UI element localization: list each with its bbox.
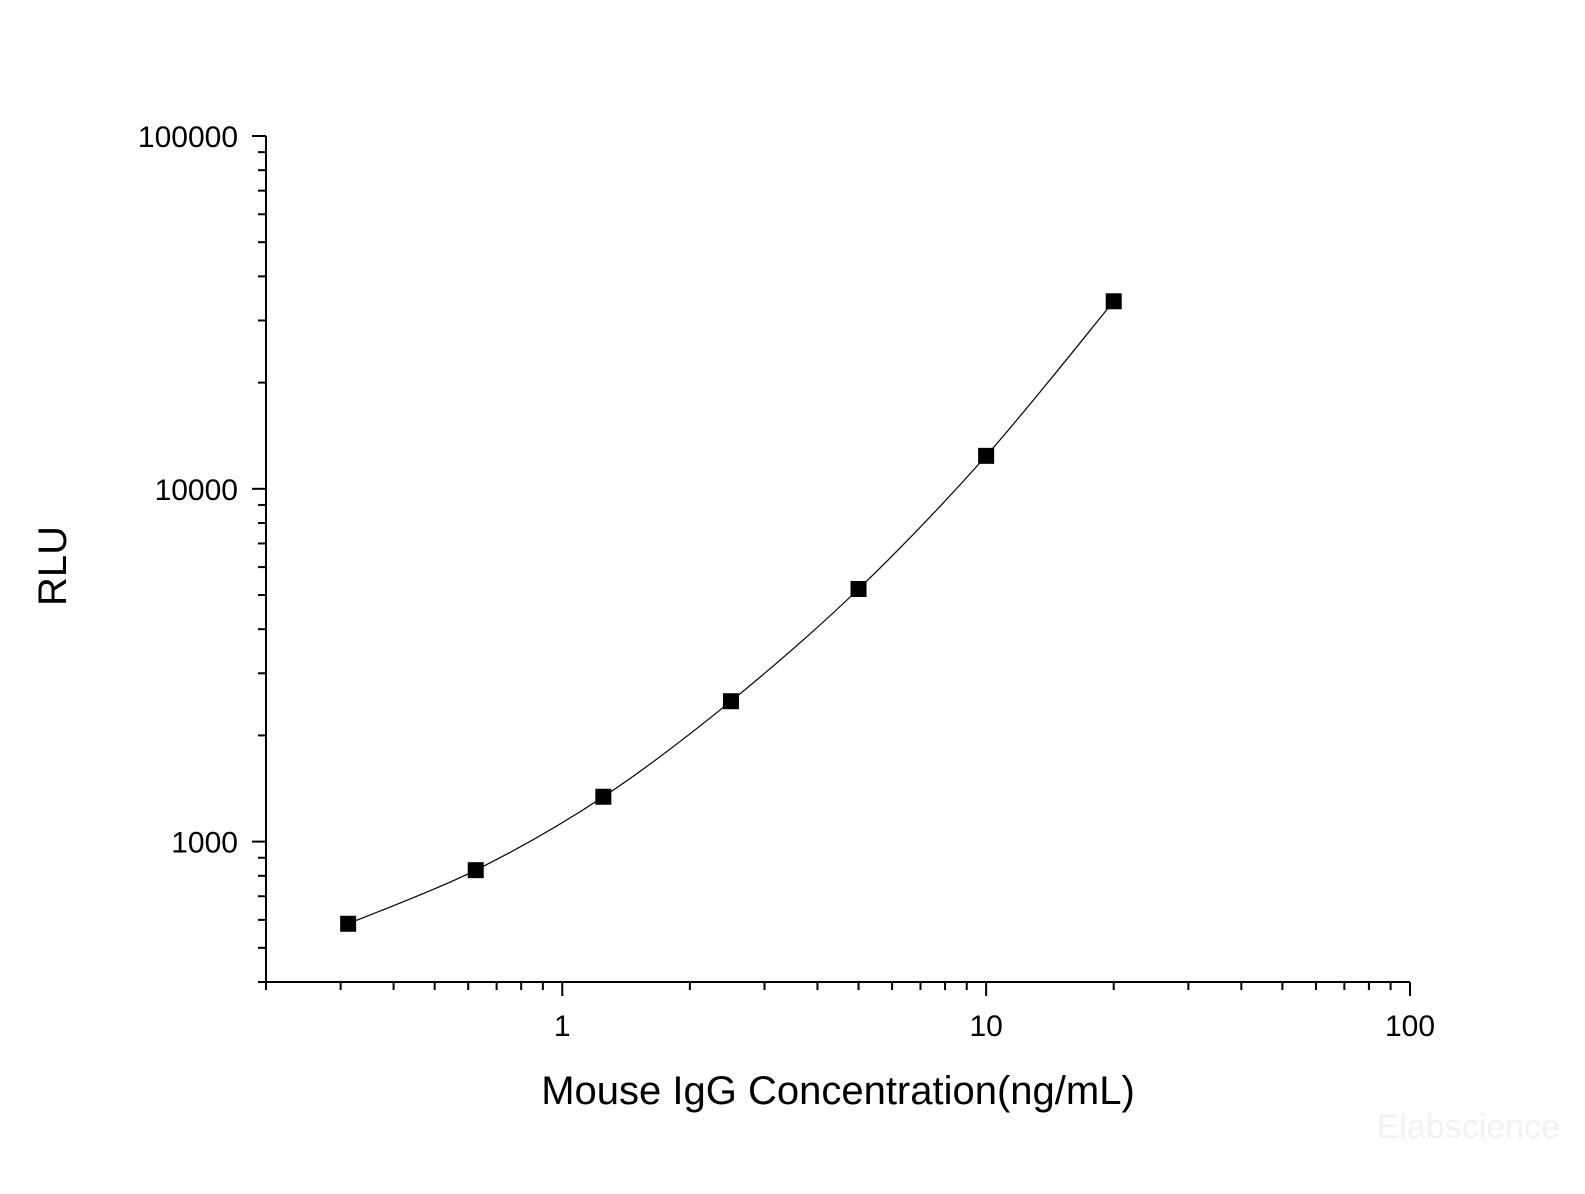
watermark-text: Elabscience xyxy=(1377,1108,1560,1146)
data-points xyxy=(340,293,1122,932)
data-point-marker xyxy=(595,788,612,805)
x-tick-label: 1 xyxy=(554,1010,571,1043)
data-point-marker xyxy=(978,447,995,464)
axes: 1000 10000 100000 1 10 100 xyxy=(138,121,1435,1043)
x-tick-label: 10 xyxy=(969,1010,1002,1043)
y-tick-label: 10000 xyxy=(155,474,238,507)
y-tick-label: 100000 xyxy=(138,121,238,154)
x-tick-label: 100 xyxy=(1385,1010,1435,1043)
data-point-marker xyxy=(340,915,357,932)
data-point-marker xyxy=(1105,293,1122,310)
y-axis-title: RLU xyxy=(31,526,75,606)
data-point-marker xyxy=(850,580,867,597)
data-point-marker xyxy=(722,693,739,710)
y-tick-label: 1000 xyxy=(171,827,238,860)
data-point-marker xyxy=(467,862,484,879)
x-axis-title: Mouse IgG Concentration(ng/mL) xyxy=(541,1069,1135,1113)
